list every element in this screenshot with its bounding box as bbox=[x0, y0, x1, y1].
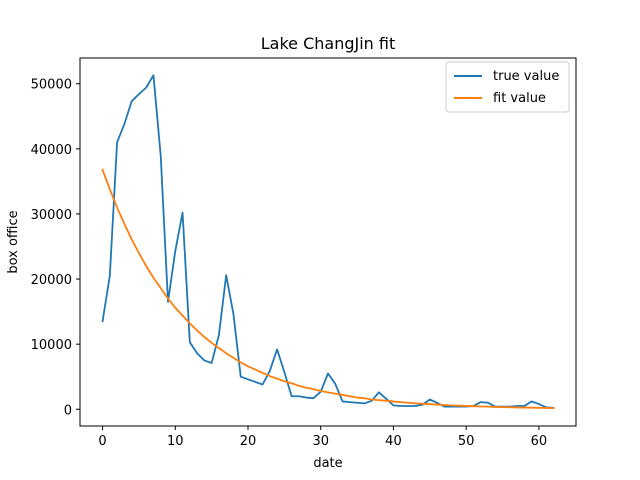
series-line-true-value bbox=[101, 74, 555, 409]
legend-label-fit-value: fit value bbox=[493, 91, 546, 106]
y-tick-label: 30000 bbox=[31, 208, 72, 223]
x-tick-label: 0 bbox=[98, 434, 106, 449]
chart-title: Lake ChangJin fit bbox=[261, 34, 396, 53]
x-tick-label: 40 bbox=[385, 434, 402, 449]
x-tick-label: 50 bbox=[458, 434, 475, 449]
series-layer bbox=[101, 74, 555, 410]
y-tick-label: 0 bbox=[64, 403, 72, 418]
legend: true value fit value bbox=[445, 61, 570, 113]
legend-label-true-value: true value bbox=[493, 69, 559, 84]
y-axis-ticks: 0 10000 20000 30000 40000 50000 bbox=[31, 78, 80, 418]
x-tick-label: 10 bbox=[167, 434, 184, 449]
x-tick-label: 20 bbox=[240, 434, 257, 449]
y-tick-label: 20000 bbox=[31, 273, 72, 288]
plot-frame bbox=[79, 57, 577, 427]
y-tick-label: 40000 bbox=[31, 143, 72, 158]
x-tick-label: 30 bbox=[312, 434, 329, 449]
y-tick-label: 50000 bbox=[31, 78, 72, 93]
plot-area bbox=[80, 58, 576, 426]
y-axis-label: box office bbox=[6, 210, 21, 273]
x-tick-label: 60 bbox=[531, 434, 548, 449]
series-line-fit-value bbox=[101, 168, 555, 410]
x-axis-ticks: 0 10 20 30 40 50 60 bbox=[98, 426, 547, 449]
legend-box bbox=[445, 61, 570, 113]
y-tick-label: 10000 bbox=[31, 338, 72, 353]
x-axis-label: date bbox=[313, 456, 342, 471]
